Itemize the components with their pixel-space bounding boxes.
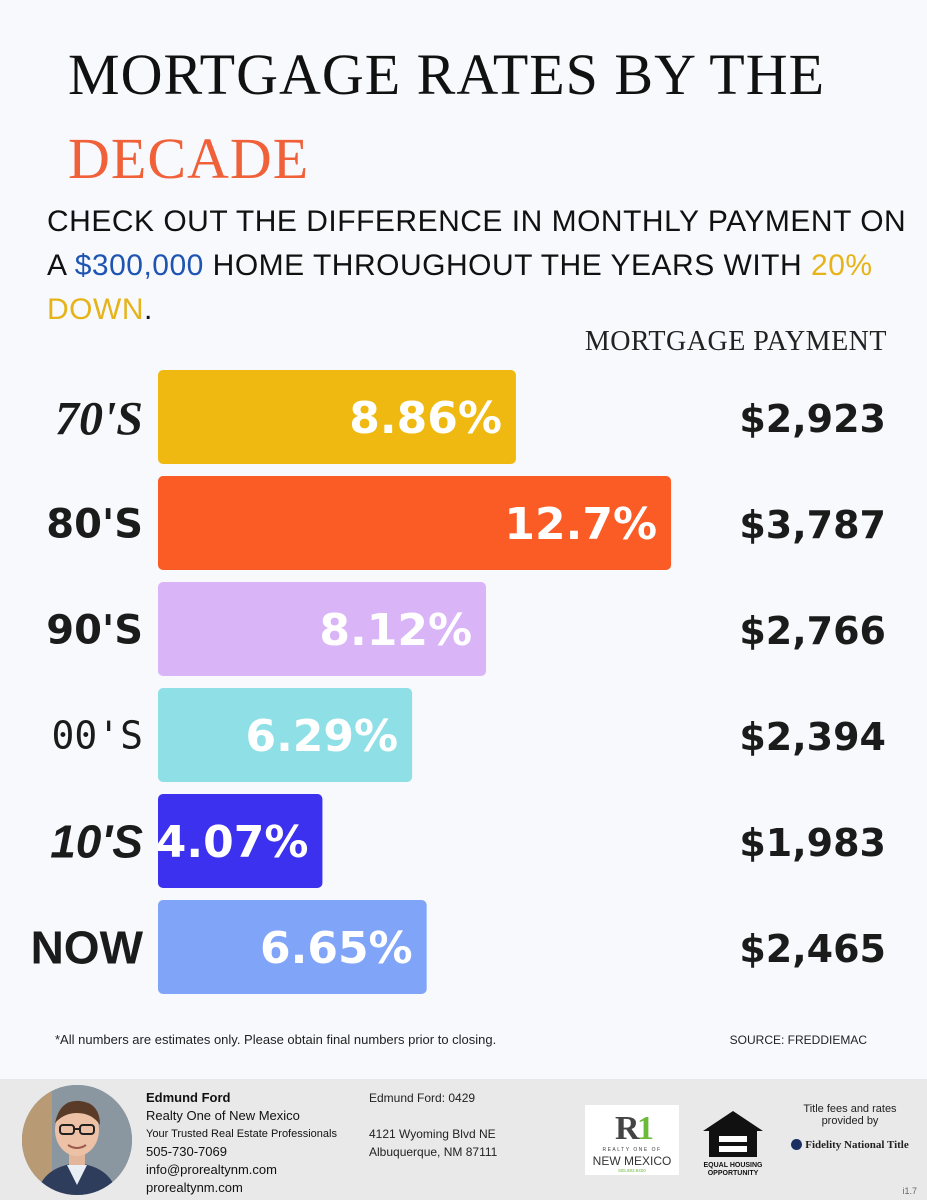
- subtitle-text-2: HOME THROUGHOUT THE YEARS WITH: [203, 249, 812, 282]
- svg-text:R: R: [615, 1110, 640, 1147]
- rate-value-label: 6.65%: [260, 923, 413, 974]
- payment-value: $2,923: [739, 397, 886, 441]
- address-line-1: 4121 Wyoming Blvd NE: [369, 1127, 496, 1141]
- payment-value: $2,394: [739, 715, 886, 759]
- payment-column-header: MORTGAGE PAYMENT: [584, 326, 887, 357]
- rate-bar: [158, 476, 672, 570]
- license-number: Edmund Ford: 0429: [369, 1091, 476, 1105]
- decade-label: 00'S: [51, 714, 143, 758]
- agent-photo: [22, 1085, 132, 1195]
- version-label: i1.7: [902, 1186, 917, 1196]
- agent-website[interactable]: prorealtynm.com: [146, 1180, 243, 1195]
- fidelity-seal-icon: [791, 1139, 803, 1150]
- payment-value: $1,983: [739, 821, 886, 865]
- subtitle-text-1: CHECK OUT THE DIFFERENCE IN MONTHLY PAYM…: [47, 205, 907, 282]
- agent-tagline: Your Trusted Real Estate Professionals: [146, 1128, 337, 1140]
- equal-housing-icon: EQUAL HOUSING OPPORTUNITY: [699, 1109, 767, 1179]
- footnote: *All numbers are estimates only. Please …: [55, 1032, 497, 1047]
- footer: Edmund Ford Realty One of New Mexico You…: [0, 1079, 927, 1200]
- rate-bar: [158, 794, 323, 888]
- rate-bar: [158, 370, 516, 464]
- r1-name: NEW MEXICO: [593, 1154, 672, 1168]
- svg-text:1: 1: [637, 1110, 654, 1147]
- rate-value-label: 4.07%: [156, 817, 309, 868]
- r1-phone: 505.883.9400: [618, 1168, 646, 1173]
- fidelity-logo: Fidelity National Title: [790, 1139, 910, 1151]
- realty-one-logo: R 1 REALTY ONE OF NEW MEXICO 505.883.940…: [585, 1105, 679, 1175]
- title-provider: Title fees and rates provided by Fidelit…: [790, 1103, 910, 1151]
- subtitle-down-payment: 20% DOWN: [47, 249, 873, 326]
- rate-bar: [158, 582, 487, 676]
- rate-value-label: 8.86%: [349, 393, 502, 444]
- page-title: MORTGAGE RATES BY THE: [68, 42, 826, 107]
- decade-label: 70'S: [55, 392, 143, 445]
- payment-value: $2,766: [739, 609, 886, 653]
- eho-line-2: OPPORTUNITY: [708, 1170, 759, 1177]
- rate-value-label: 12.7%: [504, 499, 657, 550]
- decade-label: 10'S: [50, 816, 143, 868]
- subtitle: CHECK OUT THE DIFFERENCE IN MONTHLY PAYM…: [47, 200, 907, 332]
- rate-value-label: 6.29%: [245, 711, 398, 762]
- agent-name: Edmund Ford: [146, 1090, 231, 1105]
- page-title-accent: DECADE: [68, 126, 310, 191]
- source-credit: SOURCE: FREDDIEMAC: [729, 1033, 867, 1047]
- agent-company: Realty One of New Mexico: [146, 1108, 300, 1123]
- fidelity-name: Fidelity National Title: [805, 1139, 909, 1151]
- payment-value: $3,787: [739, 503, 886, 547]
- office-info: Edmund Ford: 0429 4121 Wyoming Blvd NE A…: [369, 1089, 497, 1161]
- rate-bar: [158, 900, 427, 994]
- agent-phone[interactable]: 505-730-7069: [146, 1144, 227, 1159]
- decade-label: NOW: [31, 922, 144, 974]
- rates-bar-chart: 70'S 8.86% $2,923 80'S 12.7% $3,787 90'S 8.12% $…: [31, 370, 886, 994]
- address-line-2: Albuquerque, NM 87111: [369, 1145, 498, 1159]
- r1-tagline: REALTY ONE OF: [602, 1147, 661, 1153]
- rate-bar: [158, 688, 413, 782]
- payment-value: $2,465: [739, 927, 886, 971]
- title-fees-note: Title fees and rates provided by: [803, 1103, 897, 1127]
- decade-label: 80'S: [46, 501, 143, 547]
- eho-line-1: EQUAL HOUSING: [704, 1162, 764, 1169]
- decade-label: 90'S: [46, 607, 143, 653]
- rate-value-label: 8.12%: [319, 605, 472, 656]
- agent-email[interactable]: info@prorealtynm.com: [146, 1162, 277, 1177]
- subtitle-text-3: .: [143, 293, 153, 326]
- agent-info: Edmund Ford Realty One of New Mexico You…: [146, 1089, 337, 1197]
- subtitle-price: $300,000: [74, 249, 204, 282]
